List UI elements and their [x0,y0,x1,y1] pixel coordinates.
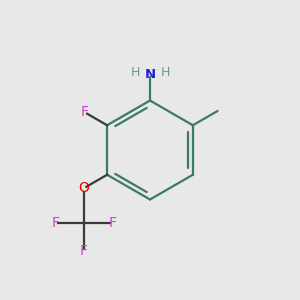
Text: H: H [160,65,170,79]
Text: F: F [80,244,88,258]
Text: O: O [78,181,89,195]
Text: F: F [51,216,59,230]
Text: F: F [108,216,116,230]
Text: H: H [130,65,140,79]
Text: N: N [144,68,156,82]
Text: F: F [81,106,89,119]
